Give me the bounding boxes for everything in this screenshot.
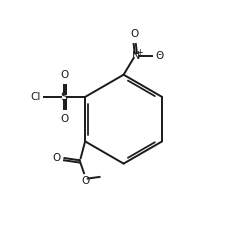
- Text: +: +: [136, 48, 143, 57]
- Text: O: O: [81, 176, 89, 187]
- Text: O: O: [52, 153, 61, 163]
- Text: O: O: [61, 114, 69, 124]
- Text: Cl: Cl: [30, 92, 41, 102]
- Text: O: O: [155, 51, 163, 61]
- Text: O: O: [61, 70, 69, 80]
- Text: O: O: [130, 29, 138, 38]
- Text: -: -: [158, 49, 162, 58]
- Text: N: N: [132, 51, 140, 61]
- Text: S: S: [61, 92, 68, 102]
